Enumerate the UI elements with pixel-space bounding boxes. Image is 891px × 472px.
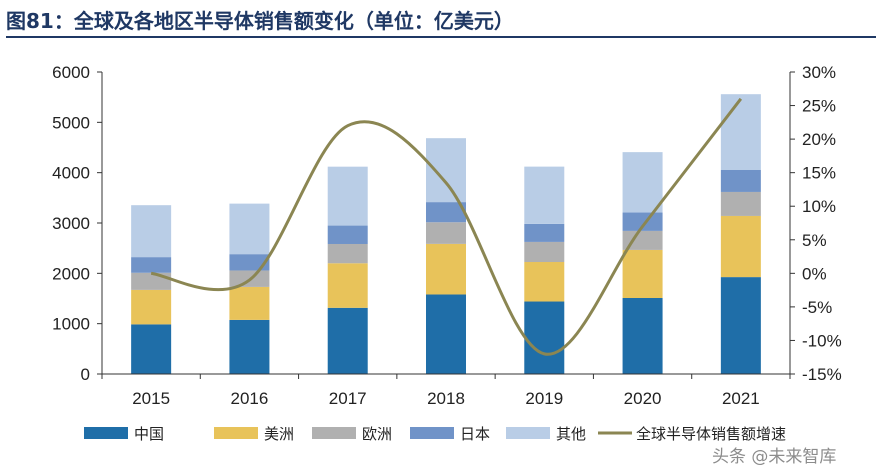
legend-label-4: 其他 xyxy=(556,425,586,443)
y-tick-label: 5000 xyxy=(52,113,90,132)
y-tick-label: 3000 xyxy=(52,214,90,233)
y-tick-label: 6000 xyxy=(52,63,90,82)
bar-2020-series-0 xyxy=(622,297,663,374)
bar-2020-series-4 xyxy=(622,152,663,213)
bar-2019-series-2 xyxy=(524,241,565,263)
bar-2016-series-3 xyxy=(229,254,270,271)
legend-label-1: 美洲 xyxy=(264,425,294,443)
y-tick-label: 2000 xyxy=(52,264,90,283)
x-tick-label: 2021 xyxy=(722,389,760,408)
watermark-text: 头条 @未来智库 xyxy=(712,447,836,467)
legend-swatch-2 xyxy=(312,427,356,439)
legend-label-0: 中国 xyxy=(134,425,164,443)
bar-2021-series-3 xyxy=(720,169,761,192)
y2-tick-label: -15% xyxy=(802,365,842,384)
legend-swatch-0 xyxy=(84,427,128,439)
bar-2015-series-0 xyxy=(131,324,172,374)
y2-tick-label: 25% xyxy=(802,97,836,116)
figure-title: 图81：全球及各地区半导体销售额变化（单位：亿美元） xyxy=(6,4,876,38)
bar-2019-series-0 xyxy=(524,301,565,374)
legend-label-2: 欧洲 xyxy=(362,425,392,443)
bar-2019-series-1 xyxy=(524,262,565,302)
x-tick-label: 2015 xyxy=(132,389,170,408)
bar-2017-series-0 xyxy=(327,307,368,374)
legend-swatch-3 xyxy=(410,427,454,439)
y2-tick-label: 20% xyxy=(802,130,836,149)
bar-2018-series-1 xyxy=(426,243,466,295)
bar-2016-series-0 xyxy=(229,319,270,374)
bar-2019-series-4 xyxy=(524,166,565,224)
bar-2017-series-3 xyxy=(327,225,368,244)
legend-swatch-4 xyxy=(506,427,550,439)
growth-line-group xyxy=(150,97,743,356)
bar-2017-series-2 xyxy=(327,243,368,264)
bar-2018-series-4 xyxy=(426,138,466,203)
bar-2020-series-1 xyxy=(622,249,663,298)
legend-label-3: 日本 xyxy=(460,425,490,443)
y2-tick-label: 5% xyxy=(802,231,827,250)
x-tick-label: 2017 xyxy=(329,389,367,408)
chart-axes: 0 1000 2000 3000 4000 5000 6000 -15% -10% -5% 0% 5%… xyxy=(52,63,842,408)
x-tick-label: 2020 xyxy=(624,389,662,408)
bar-2015-series-4 xyxy=(131,205,172,258)
bar-2021-series-4 xyxy=(720,94,761,170)
legend-swatch-1 xyxy=(214,427,258,439)
bar-2015-series-1 xyxy=(131,289,172,325)
y-tick-label: 1000 xyxy=(52,315,90,334)
bar-2016-series-1 xyxy=(229,286,270,320)
y2-tick-label: 0% xyxy=(802,264,827,283)
bar-2020-series-3 xyxy=(622,212,663,231)
x-tick-label: 2016 xyxy=(231,389,269,408)
bar-2018-series-3 xyxy=(426,202,466,223)
bar-series-group xyxy=(131,94,761,374)
bar-2015-series-2 xyxy=(131,272,172,290)
x-tick-label: 2019 xyxy=(525,389,563,408)
bar-2021-series-1 xyxy=(720,215,761,278)
bar-2016-series-4 xyxy=(229,203,270,255)
bar-2015-series-3 xyxy=(131,257,172,273)
bar-2018-series-2 xyxy=(426,222,466,244)
legend-line-label: 全球半导体销售额增速 xyxy=(636,425,786,443)
bar-2020-series-2 xyxy=(622,230,663,250)
x-tick-label: 2018 xyxy=(427,389,465,408)
y2-tick-label: -5% xyxy=(802,298,832,317)
bar-2018-series-0 xyxy=(426,294,466,374)
y-tick-label: 0 xyxy=(81,365,90,384)
y2-tick-label: 10% xyxy=(802,197,836,216)
y2-tick-label: 15% xyxy=(802,164,836,183)
bar-2021-series-2 xyxy=(720,191,761,216)
bar-2019-series-3 xyxy=(524,223,565,242)
bar-2017-series-4 xyxy=(327,166,368,226)
y2-tick-label: 30% xyxy=(802,63,836,82)
y2-tick-label: -10% xyxy=(802,331,842,350)
y-tick-label: 4000 xyxy=(52,164,90,183)
chart-legend: 中国 美洲 欧洲 日本 其他 全球半导体销售额增速 xyxy=(84,425,786,443)
bar-2021-series-0 xyxy=(720,277,761,374)
bar-2017-series-1 xyxy=(327,263,368,308)
